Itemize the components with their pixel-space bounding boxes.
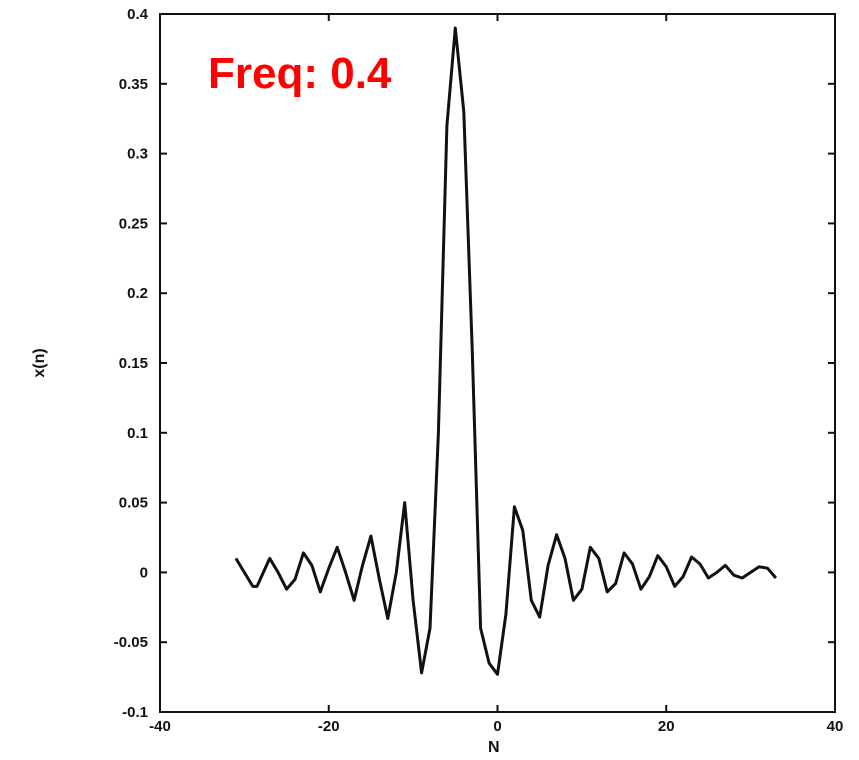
frequency-annotation: Freq: 0.4 xyxy=(208,49,392,98)
y-tick-label: 0.2 xyxy=(127,285,148,302)
y-tick-label: 0.25 xyxy=(119,215,148,232)
x-axis-label: N xyxy=(488,739,500,756)
y-tick-label: 0 xyxy=(140,564,148,581)
x-tick-label: -20 xyxy=(318,718,340,735)
y-tick-label: 0.3 xyxy=(127,146,148,163)
x-tick-label: -40 xyxy=(149,718,171,735)
y-axis-ticks: -0.1 -0.05 0 0.05 0.1 0.15 0.2 0.25 0.3 0.35 0.4 xyxy=(114,6,835,721)
y-tick-label: 0.05 xyxy=(119,495,148,512)
y-tick-label: 0.4 xyxy=(127,6,149,23)
y-tick-label: -0.1 xyxy=(122,704,148,721)
plot-frame xyxy=(159,13,836,713)
y-tick-label: -0.05 xyxy=(114,634,148,651)
y-axis-label: x(n) xyxy=(31,348,48,377)
series-line xyxy=(234,26,778,676)
x-axis-ticks: -40 -20 0 20 40 xyxy=(149,14,843,735)
y-tick-label: 0.1 xyxy=(127,425,148,442)
y-tick-label: 0.35 xyxy=(119,76,148,93)
y-tick-label: 0.15 xyxy=(119,355,148,372)
x-tick-label: 0 xyxy=(493,718,501,735)
x-tick-label: 20 xyxy=(658,718,675,735)
x-tick-label: 40 xyxy=(827,718,844,735)
